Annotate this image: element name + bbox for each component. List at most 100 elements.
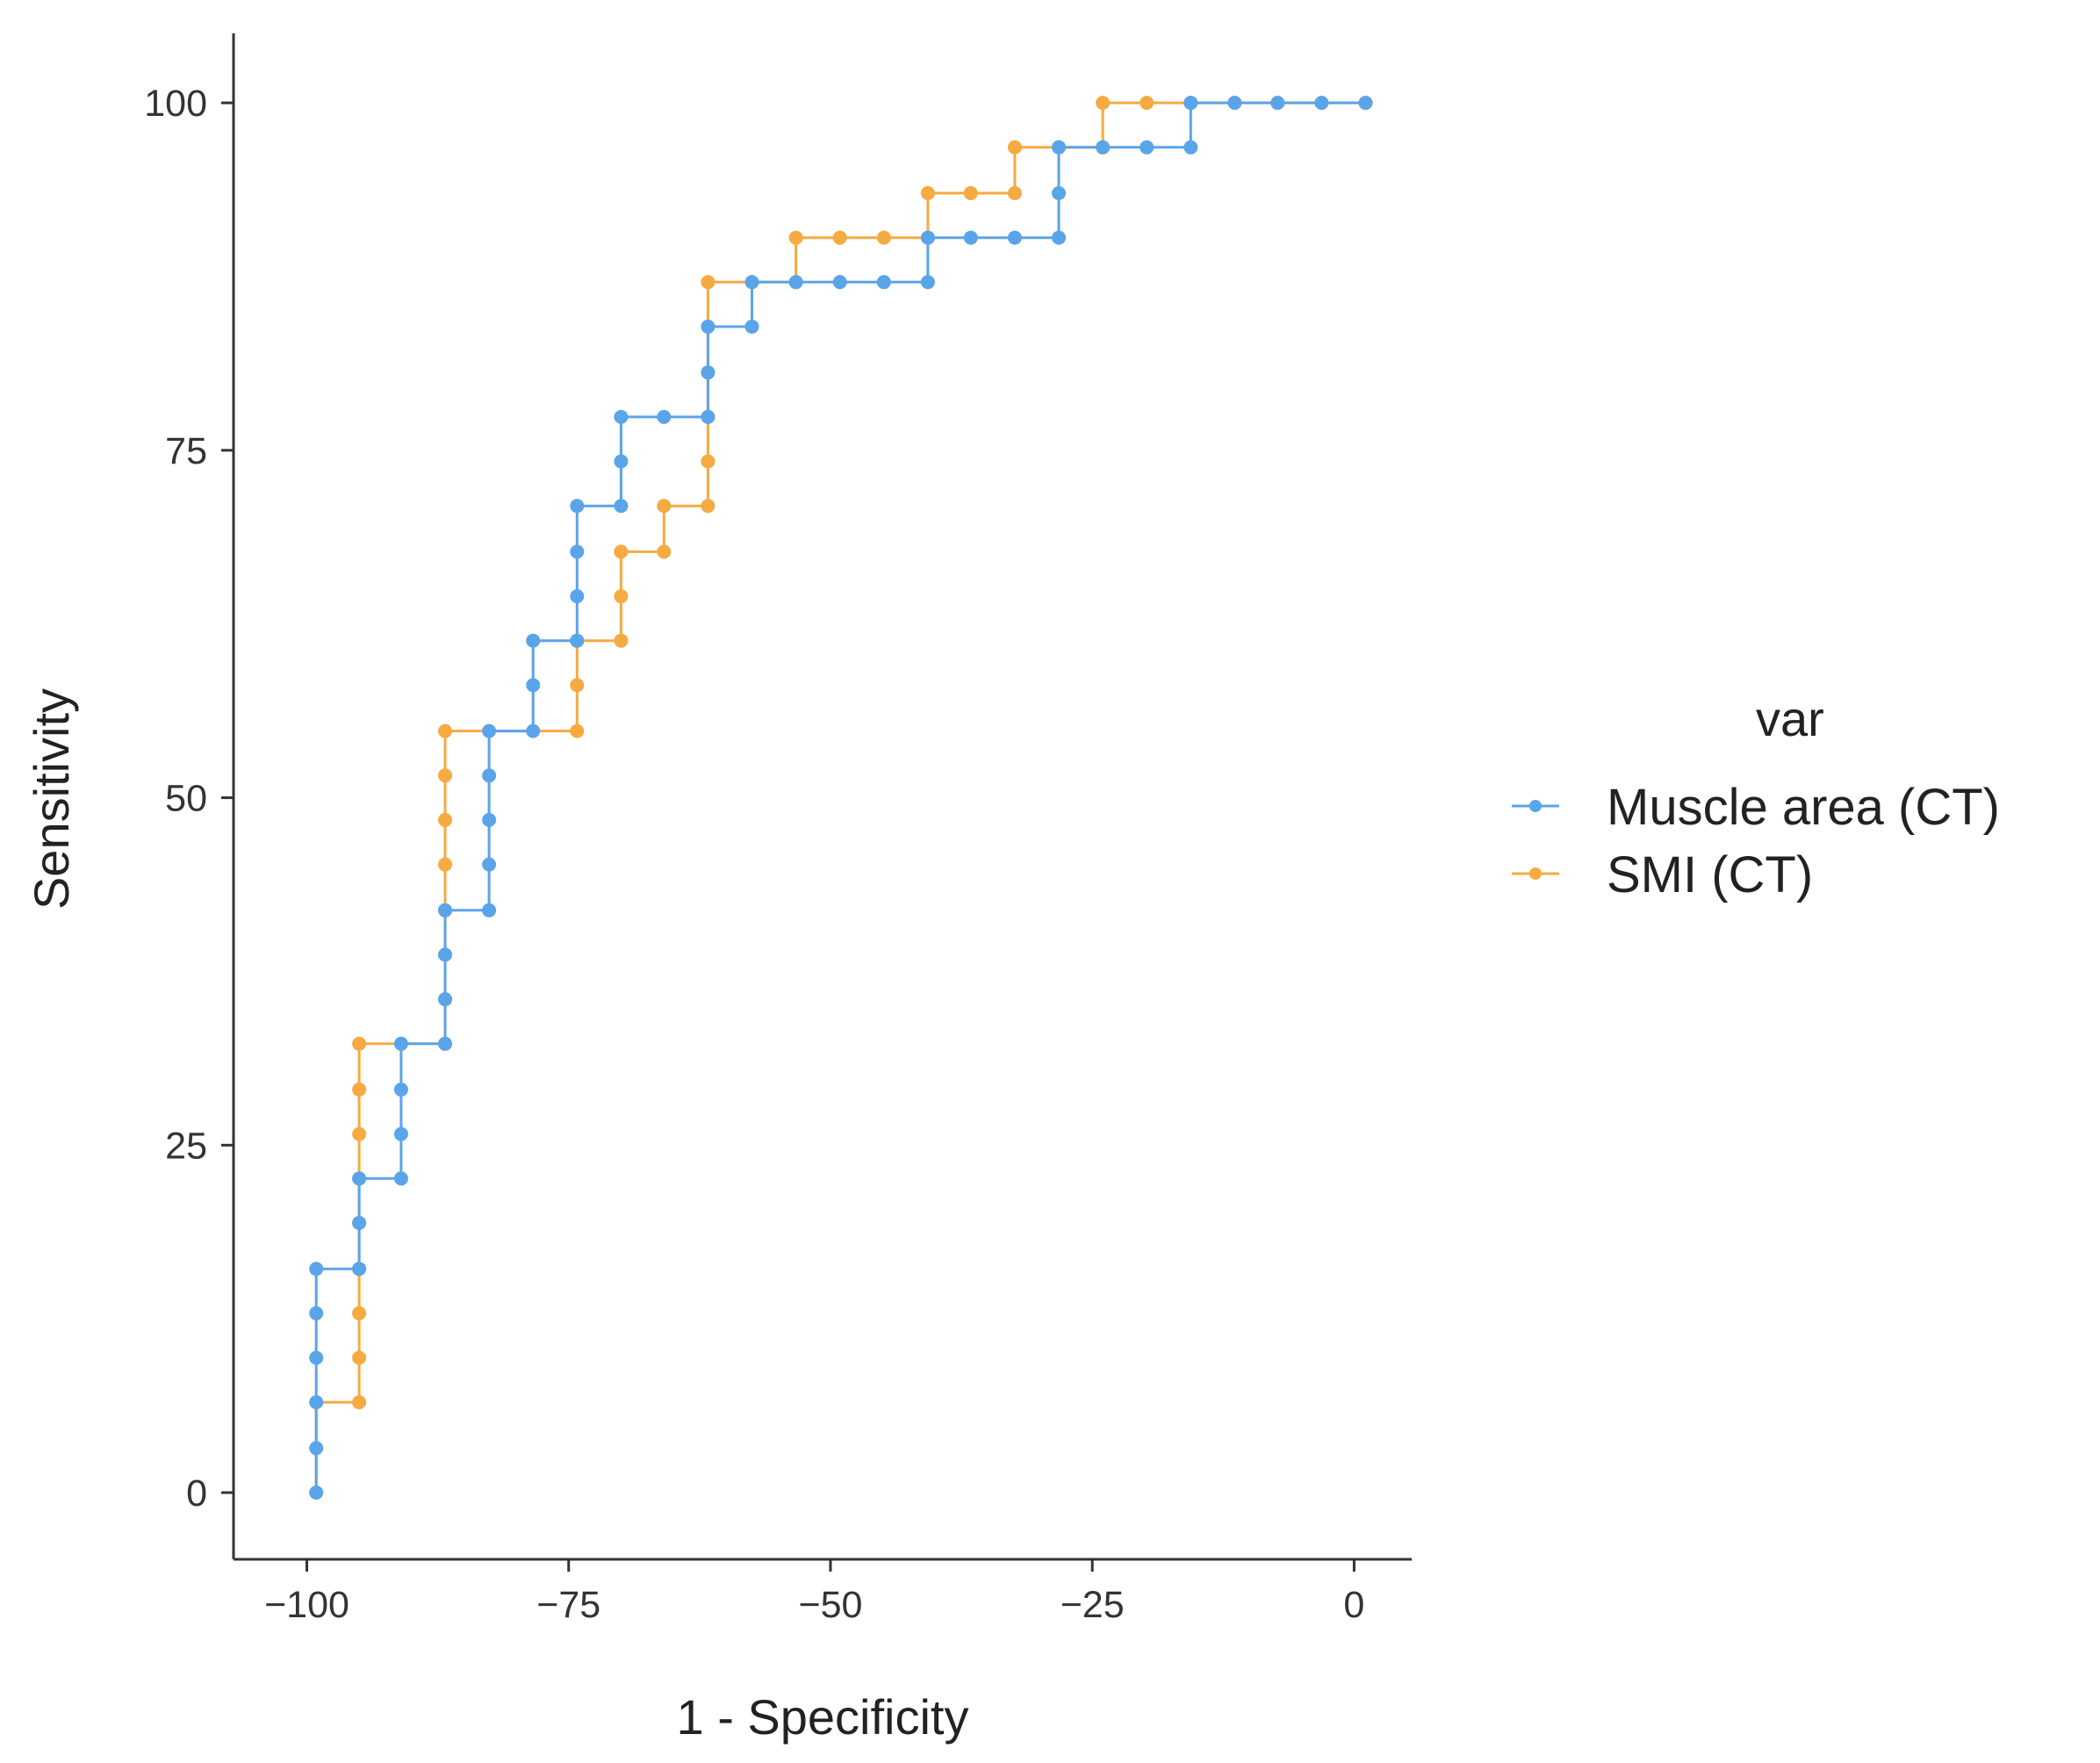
series-line — [314, 101, 1366, 1493]
data-point — [701, 275, 716, 290]
data-point — [438, 723, 452, 738]
data-point — [1007, 230, 1022, 245]
legend: var Muscle area (CT) SMI (CT) — [1512, 691, 2000, 903]
y-tick-label: 100 — [144, 83, 207, 125]
data-point — [1052, 186, 1066, 200]
data-point — [309, 1262, 324, 1277]
data-point — [657, 499, 672, 514]
data-point — [963, 186, 978, 200]
data-point — [438, 947, 452, 962]
data-point — [482, 812, 497, 827]
data-point — [832, 275, 847, 290]
data-point — [1358, 96, 1373, 111]
series-muscle-area — [309, 96, 1373, 1500]
data-point — [1140, 140, 1154, 155]
y-tick-label: 75 — [165, 430, 207, 472]
x-tick-label: −25 — [1061, 1584, 1125, 1626]
data-point — [438, 992, 452, 1007]
data-point — [570, 633, 585, 648]
data-point — [657, 409, 672, 424]
data-point — [744, 320, 759, 334]
data-point — [1183, 140, 1198, 155]
data-point — [963, 230, 978, 245]
data-point — [744, 275, 759, 290]
data-point — [1007, 140, 1022, 155]
data-point — [482, 768, 497, 783]
data-point — [393, 1083, 408, 1097]
y-axis-title: Sensitivity — [24, 688, 79, 910]
data-point — [438, 768, 452, 783]
data-point — [701, 320, 716, 334]
legend-label: SMI (CT) — [1607, 846, 1813, 903]
data-point — [701, 499, 716, 514]
data-point — [526, 723, 541, 738]
data-point — [920, 275, 935, 290]
y-tick-label: 0 — [186, 1472, 207, 1515]
data-point — [1314, 96, 1329, 111]
data-point — [1140, 96, 1154, 111]
data-point — [352, 1083, 367, 1097]
data-point — [1096, 140, 1111, 155]
legend-key-point — [1529, 867, 1542, 880]
data-point — [570, 499, 585, 514]
x-tick-label: 0 — [1343, 1584, 1364, 1626]
y-tick-label: 50 — [165, 778, 207, 820]
data-point — [570, 678, 585, 693]
legend-key-point — [1529, 800, 1542, 812]
data-point — [570, 544, 585, 559]
data-point — [1227, 96, 1242, 111]
data-point — [614, 633, 629, 648]
data-point — [1007, 186, 1022, 200]
data-point — [701, 365, 716, 380]
y-tick-label: 25 — [165, 1125, 207, 1167]
axes — [232, 33, 1412, 1561]
data-point — [309, 1350, 324, 1365]
data-point — [482, 903, 497, 917]
series-layer — [309, 96, 1373, 1500]
data-point — [309, 1441, 324, 1456]
data-point — [614, 409, 629, 424]
data-point — [309, 1486, 324, 1500]
data-point — [438, 857, 452, 872]
data-point — [1183, 96, 1198, 111]
data-point — [570, 723, 585, 738]
data-point — [526, 633, 541, 648]
data-point — [352, 1262, 367, 1277]
data-point — [352, 1395, 367, 1410]
x-tick-label: −50 — [798, 1584, 862, 1626]
data-point — [614, 589, 629, 604]
data-point — [788, 275, 803, 290]
x-axis-title: 1 - Specificity — [677, 1689, 969, 1745]
data-point — [309, 1395, 324, 1410]
data-point — [1270, 96, 1285, 111]
data-point — [438, 812, 452, 827]
legend-title: var — [1756, 691, 1824, 746]
data-point — [482, 723, 497, 738]
data-point — [438, 903, 452, 917]
legend-item-muscle-area: Muscle area (CT) — [1512, 779, 2000, 836]
data-point — [570, 589, 585, 604]
data-point — [393, 1126, 408, 1141]
data-point — [352, 1306, 367, 1320]
data-point — [352, 1215, 367, 1230]
series-smi — [309, 96, 1373, 1500]
data-point — [526, 678, 541, 693]
data-point — [1096, 96, 1111, 111]
data-point — [920, 230, 935, 245]
data-point — [788, 230, 803, 245]
data-point — [876, 275, 891, 290]
data-point — [701, 454, 716, 469]
data-point — [352, 1171, 367, 1186]
data-point — [701, 409, 716, 424]
data-point — [1052, 230, 1066, 245]
x-tick-label: −75 — [536, 1584, 601, 1626]
x-ticks: −100 −75 −50 −25 0 — [264, 1559, 1364, 1626]
data-point — [614, 544, 629, 559]
data-point — [352, 1036, 367, 1051]
y-ticks: 0 25 50 75 100 — [144, 83, 234, 1515]
data-point — [832, 230, 847, 245]
legend-label: Muscle area (CT) — [1607, 779, 2000, 836]
data-point — [614, 499, 629, 514]
data-point — [438, 1036, 452, 1051]
